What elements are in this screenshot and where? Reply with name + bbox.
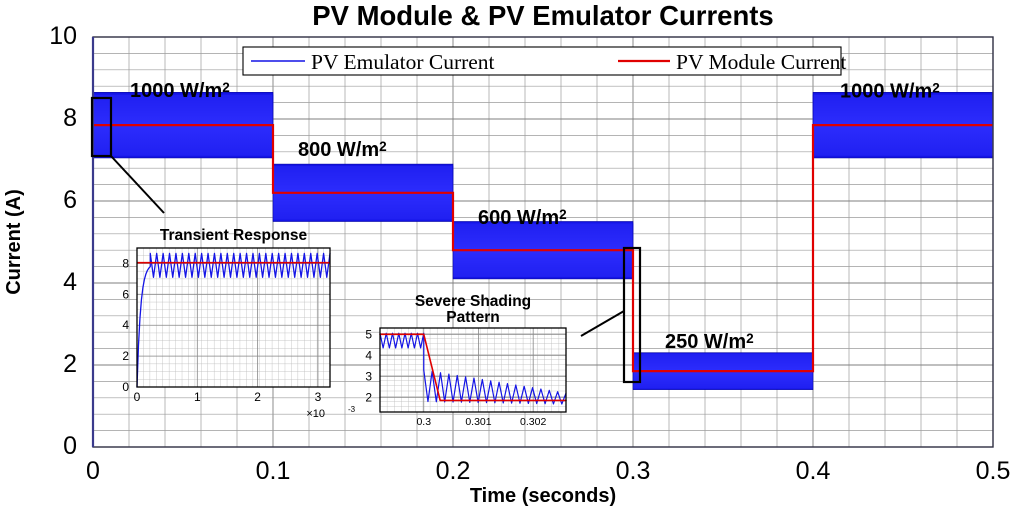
svg-text:4: 4 bbox=[63, 268, 77, 296]
svg-text:Time (seconds): Time (seconds) bbox=[470, 485, 616, 507]
svg-text:0.302: 0.302 bbox=[520, 416, 546, 428]
svg-text:Pattern: Pattern bbox=[446, 309, 499, 326]
svg-text:2: 2 bbox=[63, 350, 77, 378]
svg-text:0.3: 0.3 bbox=[416, 416, 431, 428]
svg-text:8: 8 bbox=[63, 104, 77, 132]
svg-text:0: 0 bbox=[134, 390, 141, 404]
svg-text:0.1: 0.1 bbox=[256, 457, 291, 485]
svg-text:0: 0 bbox=[86, 457, 100, 485]
svg-text:0.3: 0.3 bbox=[616, 457, 651, 485]
svg-text:PV Emulator Current: PV Emulator Current bbox=[311, 50, 495, 74]
svg-text:2: 2 bbox=[365, 390, 372, 404]
svg-text:0: 0 bbox=[122, 380, 129, 394]
svg-text:Transient Response: Transient Response bbox=[160, 227, 308, 244]
svg-text:0: 0 bbox=[63, 432, 77, 460]
svg-text:800 W/m2: 800 W/m2 bbox=[298, 139, 387, 161]
svg-text:3: 3 bbox=[315, 390, 322, 404]
svg-text:4: 4 bbox=[365, 348, 372, 362]
svg-text:1000 W/m2: 1000 W/m2 bbox=[840, 81, 940, 103]
svg-text:2: 2 bbox=[122, 349, 129, 363]
svg-text:PV Module Current: PV Module Current bbox=[676, 50, 846, 74]
svg-text:1000 W/m2: 1000 W/m2 bbox=[130, 80, 230, 102]
svg-text:0.4: 0.4 bbox=[796, 457, 831, 485]
svg-text:0.5: 0.5 bbox=[976, 457, 1011, 485]
svg-text:PV Module & PV Emulator Curren: PV Module & PV Emulator Currents bbox=[312, 0, 773, 31]
svg-text:6: 6 bbox=[63, 186, 77, 214]
svg-text:1: 1 bbox=[194, 390, 201, 404]
svg-text:×10: ×10 bbox=[306, 408, 325, 420]
svg-text:600 W/m2: 600 W/m2 bbox=[478, 207, 567, 229]
svg-text:6: 6 bbox=[122, 287, 129, 301]
svg-text:8: 8 bbox=[122, 256, 129, 270]
svg-text:250 W/m2: 250 W/m2 bbox=[665, 331, 754, 353]
svg-text:4: 4 bbox=[122, 318, 129, 332]
svg-text:3: 3 bbox=[365, 369, 372, 383]
svg-text:5: 5 bbox=[365, 327, 372, 341]
svg-text:Current (A): Current (A) bbox=[3, 189, 25, 295]
svg-text:Severe Shading: Severe Shading bbox=[415, 293, 531, 310]
svg-text:2: 2 bbox=[254, 390, 261, 404]
svg-text:-3: -3 bbox=[348, 405, 356, 414]
svg-text:0.2: 0.2 bbox=[436, 457, 471, 485]
svg-text:10: 10 bbox=[49, 22, 77, 50]
svg-text:0.301: 0.301 bbox=[465, 416, 491, 428]
